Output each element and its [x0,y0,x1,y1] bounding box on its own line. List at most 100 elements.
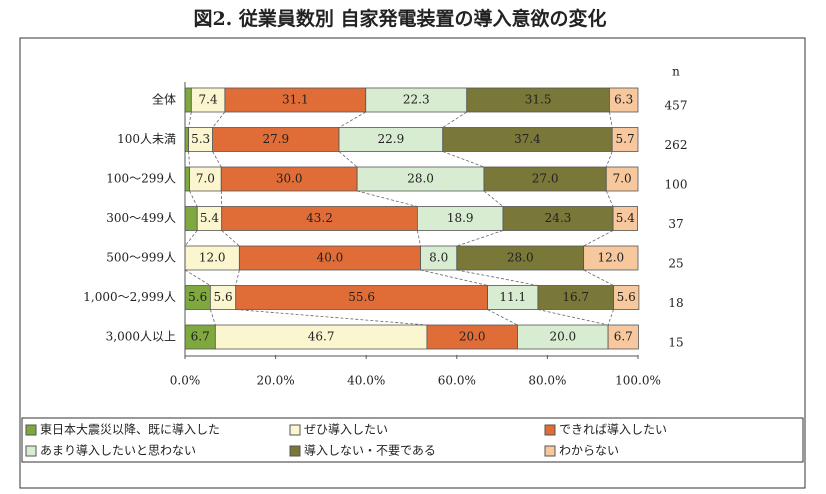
value-label: 7.0 [196,172,215,186]
value-label: 5.6 [617,290,636,304]
legend-swatch [544,424,556,436]
value-label: 7.4 [199,93,218,107]
connector [221,230,240,247]
value-label: 24.3 [545,211,572,225]
n-value: 100 [665,178,688,192]
n-value: 37 [668,217,683,231]
connector [420,269,488,286]
x-tick-label: 40.0% [347,374,385,388]
legend-swatch [25,424,37,436]
bar-segment [420,245,458,271]
value-label: 6.3 [614,93,633,107]
connector [209,309,216,326]
connector [583,230,614,247]
n-value: 25 [668,257,683,271]
value-label: 6.7 [191,330,210,344]
bar-segment [220,166,358,192]
bar-segment [483,166,607,192]
connector [184,269,211,286]
value-label: 43.2 [306,211,333,225]
connector [212,151,222,168]
value-label: 5.3 [191,132,210,146]
value-label: 37.4 [514,132,541,146]
legend-swatch [289,445,301,457]
n-value: 457 [665,99,688,113]
value-label: 7.0 [613,172,632,186]
legend-label: できれば導入したい [559,423,667,437]
x-tick-label: 0.0% [170,374,201,388]
x-tick-label: 80.0% [528,374,566,388]
connector [609,111,613,128]
legend-label: 東日本大震災以降、既に導入した [40,423,220,437]
value-label: 20.0 [549,330,576,344]
bar-segment [338,127,444,152]
bar-segment [502,206,614,231]
connector [442,151,485,168]
connector [605,151,613,168]
connector [487,309,518,326]
frame [19,37,806,489]
connector [442,111,467,128]
value-label: 5.4 [616,211,635,225]
bar-segment [184,324,216,350]
x-tick-label: 100.0% [615,374,661,388]
x-tick-label: 20.0% [257,374,295,388]
connector [416,230,421,247]
value-label: 5.6 [188,290,207,304]
bar-segment [487,285,539,310]
category-label: 全体 [152,92,176,107]
bar-segment [212,127,340,152]
bar-segment [517,324,609,350]
value-label: 31.1 [282,93,309,107]
category-label: 300～499人 [106,211,176,225]
connector [188,111,192,128]
connector [184,230,198,247]
connector [188,151,190,168]
bar-segment [426,324,518,350]
bar-segment [184,245,240,271]
value-label: 55.6 [348,290,375,304]
value-label: 8.0 [429,251,448,265]
bar-segment [184,285,211,310]
value-label: 5.7 [616,132,635,146]
n-value: 18 [668,296,683,310]
connector [338,111,366,128]
connector [212,111,226,128]
value-label: 27.9 [262,132,289,146]
value-label: 12.0 [597,251,624,265]
connector [235,269,240,286]
legend-swatch [289,424,301,436]
category-label: 1,000～2,999人 [83,290,176,304]
value-label: 46.7 [308,330,335,344]
value-label: 28.0 [507,251,534,265]
connector [357,190,418,207]
value-label: 6.7 [614,330,633,344]
bar-segment [189,166,222,192]
connector [583,269,614,286]
value-label: 28.0 [407,172,434,186]
bar-segment [416,206,504,231]
legend-swatch [25,445,37,457]
bar-segment [184,87,192,113]
bar-segment [611,127,639,152]
bar-segment [583,245,639,271]
n-header: n [672,65,680,79]
category-label: 100～299人 [106,172,176,186]
connector [338,151,358,168]
bar-segment [613,285,640,310]
value-label: 11.1 [499,290,526,304]
bar-segment [605,166,639,192]
value-label: 20.0 [459,330,486,344]
category-label: 500～999人 [106,251,176,265]
connector [607,309,614,326]
bar-segment [607,324,639,350]
bar-segment [365,87,468,113]
legend-label: わからない [559,444,619,458]
legend-label: ぜひ導入したい [304,423,388,437]
value-label: 18.9 [447,211,474,225]
bar-segment [612,206,638,231]
value-label: 5.4 [200,211,219,225]
legend-box [21,417,804,463]
connector [456,269,538,286]
